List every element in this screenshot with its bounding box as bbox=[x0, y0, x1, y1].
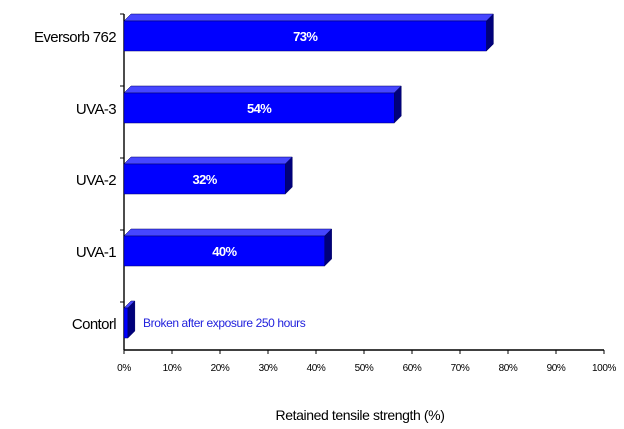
x-tick-label: 30% bbox=[259, 363, 278, 374]
bar-group bbox=[123, 156, 293, 195]
x-tick-label: 60% bbox=[403, 363, 422, 374]
category-label: UVA-3 bbox=[76, 101, 116, 118]
bar-group bbox=[123, 228, 333, 267]
bar-top bbox=[123, 228, 333, 237]
bar-top bbox=[123, 13, 495, 22]
x-tick-label: 50% bbox=[355, 363, 374, 374]
bars bbox=[123, 13, 495, 339]
data-label: 73% bbox=[293, 29, 318, 44]
x-tick-label: 40% bbox=[307, 363, 326, 374]
x-tick-label: 0% bbox=[117, 363, 131, 374]
bar bbox=[123, 20, 487, 52]
bar bbox=[123, 235, 325, 267]
x-tick-label: 90% bbox=[547, 363, 566, 374]
bar-group bbox=[123, 13, 495, 52]
bar-group bbox=[123, 300, 136, 339]
annotation-label: Broken after exposure 250 hours bbox=[143, 316, 306, 330]
data-label: 54% bbox=[247, 101, 272, 116]
x-tick-label: 80% bbox=[499, 363, 518, 374]
x-tick-label: 20% bbox=[211, 363, 230, 374]
bar bbox=[123, 307, 129, 339]
category-label: Contorl bbox=[72, 316, 116, 333]
category-label: Eversorb 762 bbox=[34, 29, 116, 46]
x-tick-label: 10% bbox=[163, 363, 182, 374]
bar bbox=[123, 163, 286, 195]
x-axis-label: Retained tensile strength (%) bbox=[276, 407, 445, 423]
bar-top bbox=[123, 85, 402, 94]
data-label: 32% bbox=[193, 172, 218, 187]
data-label: 40% bbox=[212, 244, 237, 259]
category-label: UVA-1 bbox=[76, 244, 116, 261]
category-label: UVA-2 bbox=[76, 172, 116, 189]
bar-top bbox=[123, 156, 293, 165]
bar bbox=[123, 92, 395, 124]
x-tick-label: 70% bbox=[451, 363, 470, 374]
bar-group bbox=[123, 85, 402, 124]
labels: 0% 10% 20% 30% 40% 50% 60% 70% 80% 90% 100% Retaine… bbox=[34, 29, 617, 423]
x-tick-label: 100% bbox=[592, 363, 616, 374]
